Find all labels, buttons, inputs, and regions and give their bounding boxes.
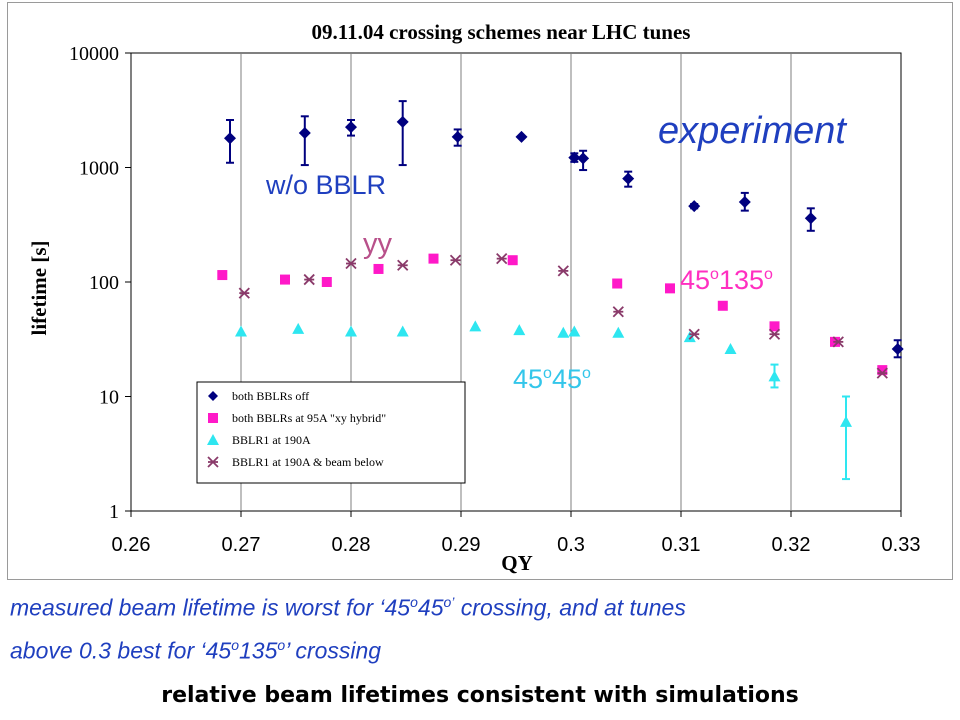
x-marker xyxy=(397,259,409,271)
x-marker xyxy=(303,273,315,286)
triangle-marker xyxy=(557,326,570,338)
triangle-marker xyxy=(568,325,581,337)
diamond-marker xyxy=(568,151,581,164)
x-tick-label: 0.3 xyxy=(557,534,585,556)
y-tick-label: 10 xyxy=(99,387,119,409)
legend-box xyxy=(196,381,466,484)
x-marker xyxy=(768,328,781,340)
x-marker xyxy=(238,287,250,299)
diamond-marker xyxy=(224,132,236,145)
triangle-marker xyxy=(292,322,305,334)
x-marker xyxy=(345,257,357,270)
triangle-marker xyxy=(235,325,247,337)
x-tick-label: 0.31 xyxy=(662,534,701,556)
x-marker xyxy=(832,336,844,348)
diamond-marker xyxy=(688,200,701,213)
diamond-marker xyxy=(891,342,904,355)
x-marker xyxy=(557,265,569,277)
diamond-marker xyxy=(451,130,464,143)
diamond-marker xyxy=(515,130,528,143)
caption-line-2: above 0.3 best for ‘45o135o’ crossing xyxy=(10,637,382,664)
legend-label: BBLR1 at 190A xyxy=(232,433,311,447)
x-tick-label: 0.33 xyxy=(882,534,921,556)
x-tick-label: 0.32 xyxy=(772,534,811,556)
diamond-marker xyxy=(804,212,817,225)
x-tick-label: 0.28 xyxy=(332,534,371,556)
square-marker xyxy=(321,277,332,287)
annotation-a45135: 45o135o xyxy=(680,265,773,295)
triangle-marker xyxy=(768,370,781,382)
y-tick-label: 1000 xyxy=(79,158,119,180)
triangle-marker xyxy=(612,326,625,338)
legend-label: both BBLRs at 95A "xy hybrid" xyxy=(232,411,386,425)
x-marker xyxy=(449,254,462,266)
legend: both BBLRs off both BBLRs at 95A "xy hybr… xyxy=(196,381,466,484)
square-marker xyxy=(373,263,384,274)
square-marker xyxy=(717,300,728,311)
square-marker xyxy=(217,270,228,281)
conclusion-text: relative beam lifetimes consistent with … xyxy=(161,683,799,708)
triangle-marker xyxy=(840,415,852,427)
y-tick-label: 10000 xyxy=(69,43,119,65)
annotation-wobblr: w/o BBLR xyxy=(265,170,386,200)
triangle-marker xyxy=(345,325,357,337)
x-tick-label: 0.29 xyxy=(442,534,481,556)
chart-frame: 0.26 0.27 0.28 0.29 0.3 0.31 0.32 0.33 1 10 100 100… xyxy=(7,2,953,580)
x-marker xyxy=(207,456,219,468)
series-square xyxy=(217,253,888,376)
square-marker xyxy=(428,253,439,264)
x-marker xyxy=(876,367,888,379)
legend-label: both BBLRs off xyxy=(232,389,309,403)
annotation-yy: yy xyxy=(363,228,393,260)
square-marker xyxy=(280,274,290,285)
x-marker xyxy=(612,306,624,318)
lifetime-chart: 0.26 0.27 0.28 0.29 0.3 0.31 0.32 0.33 1 10 100 100… xyxy=(27,20,921,575)
y-tick-label: 1 xyxy=(109,501,119,523)
caption-line-1: measured beam lifetime is worst for ‘45o… xyxy=(10,594,686,621)
annotation-a4545: 45o45o xyxy=(513,364,591,394)
diamond-marker xyxy=(208,391,218,401)
triangle-marker xyxy=(724,342,737,354)
square-marker xyxy=(208,413,218,423)
square-marker xyxy=(612,278,623,289)
x-marker xyxy=(496,252,508,265)
legend-label: BBLR1 at 190A & beam below xyxy=(232,455,384,469)
diamond-marker xyxy=(622,172,635,185)
square-marker xyxy=(877,365,888,376)
triangle-marker xyxy=(469,320,482,332)
triangle-marker xyxy=(396,325,409,337)
series-diamond xyxy=(224,100,904,359)
series-x xyxy=(238,252,888,379)
diamond-marker xyxy=(396,115,409,128)
y-tick-label: 100 xyxy=(89,272,119,294)
square-marker xyxy=(665,283,675,294)
x-tick-label: 0.27 xyxy=(222,534,261,556)
square-marker xyxy=(769,321,780,332)
y-axis-label: lifetime [s] xyxy=(27,240,51,335)
square-marker xyxy=(507,255,518,266)
x-marker xyxy=(688,328,700,340)
x-tick-label: 0.26 xyxy=(112,534,151,556)
x-axis-label: QY xyxy=(501,551,533,575)
triangle-marker xyxy=(683,331,696,343)
diamond-marker xyxy=(577,152,590,165)
series-triangle xyxy=(235,320,852,481)
triangle-marker xyxy=(207,434,219,445)
annotation-experiment: experiment xyxy=(658,110,847,152)
chart-title: 09.11.04 crossing schemes near LHC tunes xyxy=(312,20,691,44)
diamond-marker xyxy=(345,121,357,134)
diamond-marker xyxy=(738,195,751,208)
triangle-marker xyxy=(513,324,526,336)
